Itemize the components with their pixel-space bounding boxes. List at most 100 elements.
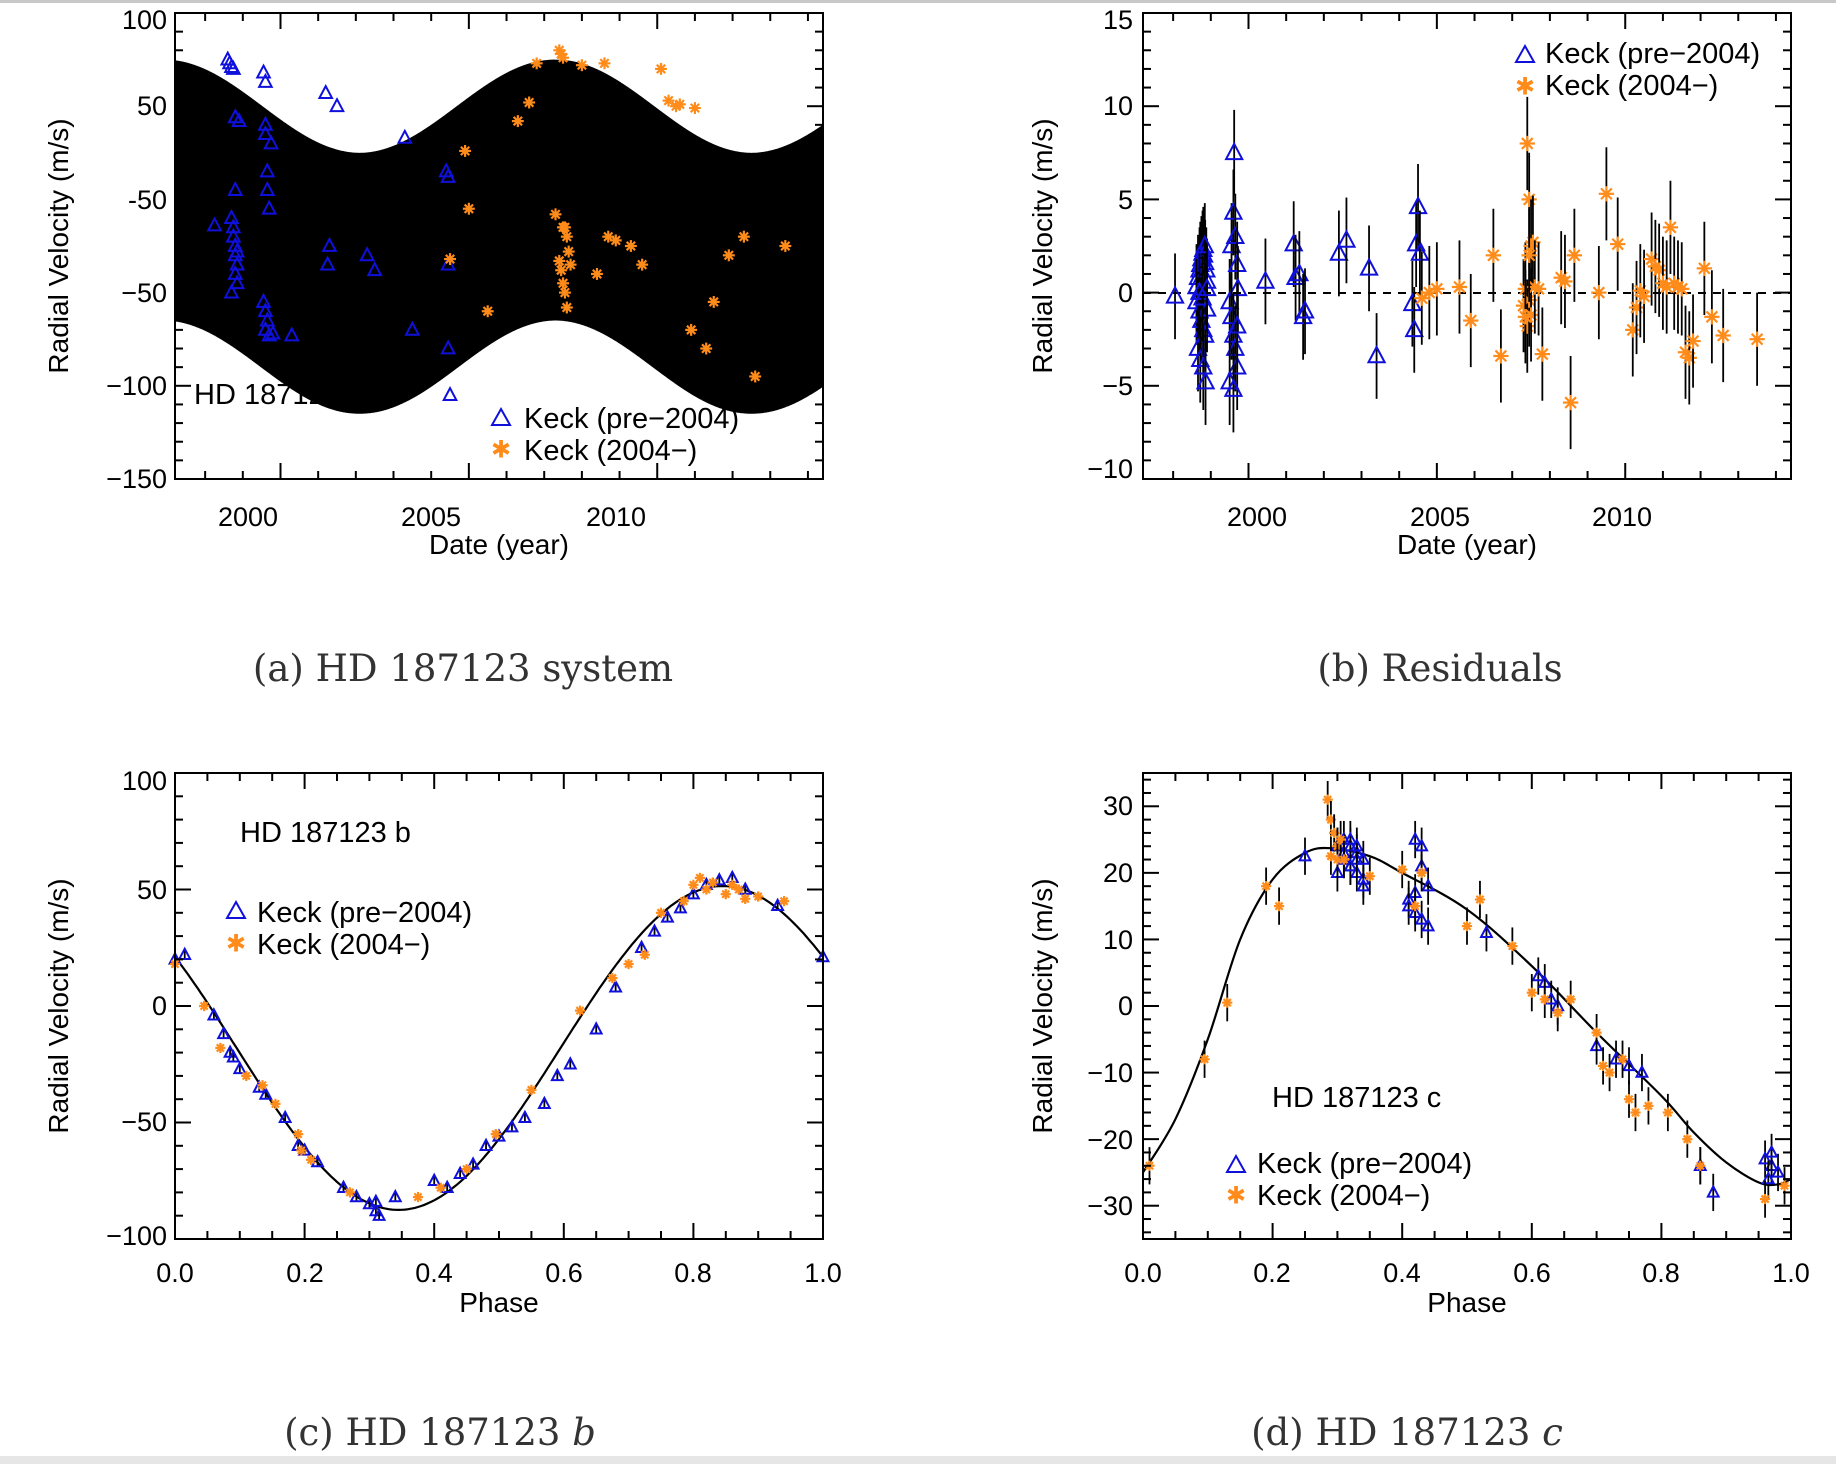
panel-c-point-pre2004: [563, 1056, 578, 1070]
panel-b-point-pre2004: [1404, 318, 1425, 338]
panel-c-point-pre2004: [278, 1109, 293, 1124]
panel-d-point-post2004-stroke: [1760, 1194, 1770, 1204]
panel-d-model-line: [1142, 846, 1792, 1187]
panel-d-point-post2004-stroke: [1274, 901, 1284, 911]
panel-c-point-post2004: [293, 1129, 304, 1140]
panel-a-ytick-m100: −100: [106, 371, 167, 401]
panel-d-point-post2004: [1695, 1160, 1706, 1171]
panel-a-point-pre2004: [440, 339, 457, 355]
panel-d-point-pre2004: [1414, 838, 1429, 852]
panel-c-point-post2004-stroke: [241, 1071, 251, 1081]
panel-a-point-pre2004: [227, 180, 244, 196]
panel-b-point-post2004: [1749, 331, 1765, 347]
panel-c-ytick-100: 100: [122, 766, 167, 796]
panel-d-point-post2004: [1526, 987, 1537, 998]
panel-c: 0.0 0.2 0.4 0.6 0.8 1.0 −100 −50 0 50 10…: [43, 766, 842, 1454]
panel-b-point-pre2004: [1225, 337, 1246, 356]
panel-c-point-pre2004: [388, 1188, 403, 1203]
panel-d-ytick-m30: −30: [1087, 1191, 1133, 1221]
panel-c-point-post2004: [623, 958, 634, 970]
panel-d-point-post2004: [1552, 1007, 1563, 1018]
panel-a-point-post2004: [670, 100, 683, 113]
panel-d-point-post2004-stroke: [1475, 895, 1485, 904]
panel-c-point-post2004-stroke: [306, 1155, 316, 1165]
panel-a-point-post2004: [737, 230, 750, 243]
panel-a-point-post2004-stroke: [671, 101, 682, 112]
panel-c-point-pre2004: [310, 1153, 325, 1168]
bottom-border: [0, 1456, 1836, 1464]
panel-c-point-post2004-stroke: [727, 880, 737, 890]
panel-c-point-post2004: [344, 1187, 356, 1198]
panel-b-point-post2004-stroke: [1494, 349, 1508, 363]
panel-b-point-post2004-stroke: [1664, 221, 1677, 234]
panel-a-point-post2004-stroke: [686, 324, 697, 335]
panel-a-point-post2004-stroke: [482, 306, 493, 317]
panel-d-point-post2004-stroke: [1631, 1108, 1640, 1117]
panel-c-point-post2004-stroke: [701, 885, 711, 894]
panel-a-point-post2004-stroke: [656, 63, 666, 74]
panel-b-point-post2004: [1521, 247, 1537, 263]
panel-b-point-post2004: [1696, 260, 1712, 277]
panel-b-point-post2004-stroke: [1487, 249, 1500, 262]
panel-c-xlabel: Phase: [459, 1287, 538, 1318]
panel-d-point-post2004: [1630, 1107, 1641, 1118]
panel-c-point-post2004-stroke: [296, 1146, 306, 1155]
panel-d-point-post2004-stroke: [1592, 1028, 1601, 1038]
panel-a-point-post2004-stroke: [750, 371, 761, 382]
panel-b-ytick-m5: −5: [1102, 371, 1133, 401]
panel-b-point-pre2004: [1197, 277, 1217, 297]
panel-b-xtick-2000: 2000: [1227, 502, 1287, 532]
panel-d-point-post2004-stroke: [1339, 855, 1349, 864]
panel-b-point-post2004: [1598, 186, 1615, 202]
panel-d-point-post2004: [1643, 1100, 1654, 1111]
panel-b-point-post2004-stroke: [1522, 249, 1536, 262]
panel-d-point-post2004: [1539, 994, 1550, 1005]
panel-a-legend: ✱ Keck (pre−2004) Keck (2004−): [490, 403, 739, 467]
panel-c-point-post2004-stroke: [721, 889, 731, 899]
panel-a-point-post2004-stroke: [512, 116, 523, 127]
panel-d-xtick-3: 0.6: [1513, 1258, 1551, 1288]
panel-c-point-post2004-stroke: [695, 873, 705, 883]
panel-a-point-post2004-stroke: [463, 203, 474, 214]
panel-c-point-post2004: [412, 1191, 424, 1203]
panel-d-point-post2004-stroke: [1200, 1054, 1209, 1064]
panel-b-point-post2004: [1530, 281, 1547, 297]
panel-c-point-post2004: [241, 1070, 252, 1081]
panel-a-point-post2004-stroke: [524, 97, 535, 108]
panel-c-point-post2004-stroke: [624, 959, 633, 969]
panel-c-point-post2004-stroke: [462, 1164, 471, 1174]
panel-a-point-post2004: [444, 253, 456, 265]
panel-c-point-post2004-stroke: [734, 885, 744, 894]
panel-a-point-post2004-stroke: [561, 302, 572, 313]
panel-d-point-pre2004: [1349, 838, 1364, 852]
panel-a-point-post2004: [523, 96, 536, 109]
panel-d-xtick-2: 0.4: [1383, 1258, 1421, 1288]
panel-a-point-post2004: [558, 286, 571, 299]
caption-c: (c) HD 187123 b: [284, 1411, 596, 1454]
panel-b-point-pre2004: [1195, 234, 1215, 254]
panel-c-xtick-4: 0.8: [674, 1258, 712, 1288]
panel-c-point-post2004-stroke: [753, 892, 763, 901]
panel-c-point-post2004: [727, 879, 738, 890]
panel-d-point-post2004-stroke: [1462, 921, 1472, 931]
panel-a-point-post2004: [555, 264, 568, 277]
panel-c-ytick-0: 0: [152, 991, 167, 1021]
panel-d-point-post2004-stroke: [1682, 1134, 1692, 1144]
panel-d-point-post2004: [1325, 851, 1337, 862]
panel-c-xtick-0: 0.0: [156, 1258, 194, 1288]
panel-c-legend-triangle-icon: [225, 899, 247, 919]
panel-c-xtick-1: 0.2: [286, 1258, 324, 1288]
panel-b-point-pre2004: [1408, 195, 1428, 215]
panel-c-point-post2004-stroke: [436, 1183, 446, 1193]
panel-d-point-pre2004: [1770, 1164, 1786, 1178]
panel-d: 0.0 0.2 0.4 0.6 0.8 1.0 −30 −20 −10 0 10…: [1027, 772, 1810, 1454]
panel-a-point-post2004-stroke: [576, 60, 587, 71]
panel-a-ytick-m150: −150: [106, 464, 167, 494]
panel-a-point-pre2004: [404, 320, 421, 336]
panel-b-point-post2004-stroke: [1415, 292, 1428, 305]
panel-b-point-pre2004: [1225, 225, 1246, 244]
panel-d-point-post2004-stroke: [1618, 1054, 1627, 1064]
panel-c-point-post2004: [655, 907, 667, 918]
panel-b-point-post2004-stroke: [1464, 314, 1477, 327]
panel-d-point-post2004: [1364, 871, 1375, 882]
